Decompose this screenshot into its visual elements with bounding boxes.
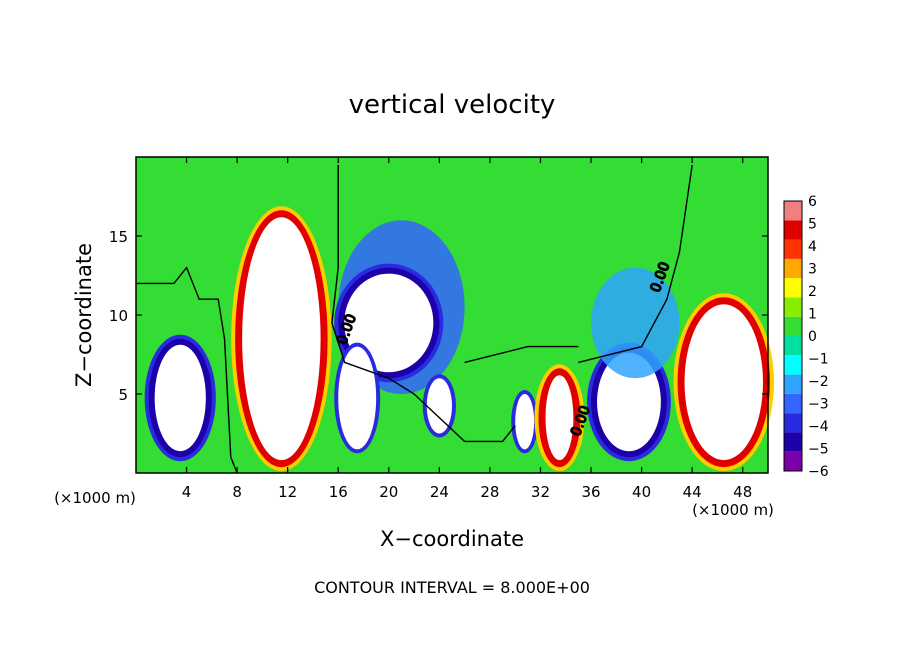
colorbar-segment [784,316,802,336]
x-axis-label: X−coordinate [380,527,524,551]
x-tick-label: 44 [683,483,702,501]
colorbar-label: −3 [808,397,829,413]
heat-cell-6 [515,394,535,450]
x-tick-label: 12 [278,483,297,501]
y-axis-label: Z−coordinate [72,243,96,387]
heat-cell-9 [591,267,680,379]
zero-contour-1 [331,164,516,443]
x-tick-label: 36 [581,483,600,501]
colorbar-label: 0 [808,329,817,345]
colorbar-segment [784,201,802,221]
heat-cell-7 [545,375,574,461]
chart-title: vertical velocity [349,90,556,120]
contour-interval-footer: CONTOUR INTERVAL = 8.000E+00 [314,578,590,597]
colorbar: −6 −5 −4 −3 −2 −1 0 1 2 3 4 5 6 [783,194,829,480]
colorbar-segment [784,355,802,375]
colorbar-segment [784,239,802,259]
x-tick-label: 24 [430,483,449,501]
colorbar-label: −6 [808,464,829,480]
x-tick-label: 40 [632,483,651,501]
zero-contour-2 [578,164,693,364]
colorbar-label: 5 [808,217,817,233]
colorbar-segment [784,278,802,298]
colorbar-segment [784,258,802,279]
colorbar-segment [784,220,802,240]
colorbar-label: 4 [808,239,817,255]
colorbar-segment [784,297,802,317]
colorbar-label: 1 [808,307,817,323]
x-unit-left: (×1000 m) [54,489,136,507]
heat-cell-1 [242,217,321,461]
colorbar-label: −1 [808,352,829,368]
x-tick-label: 4 [182,483,192,501]
heat-cell-0-core [154,344,206,452]
y-axis: 5 10 15 [109,228,768,404]
heat-cell-10 [684,304,763,461]
heat-cell-8-core [597,352,661,452]
colorbar-label: 3 [808,262,817,278]
x-tick-label: 16 [329,483,348,501]
colorbar-label: 2 [808,284,817,300]
x-tick-label: 20 [379,483,398,501]
y-tick-label: 15 [109,228,128,246]
x-tick-label: 8 [232,483,242,501]
colorbar-label: −4 [808,419,829,435]
x-axis: 4 8 12 16 20 24 28 32 36 40 44 48 [182,157,752,501]
colorbar-frame [783,200,803,472]
colorbar-segment [784,374,802,394]
heat-cell-5 [426,378,452,434]
plot-area: 0.000.000.00 [135,156,774,474]
zero-contour-0 [136,266,238,474]
colorbar-label: −2 [808,374,829,390]
heatmap-layer [144,206,774,472]
y-tick-label: 5 [118,386,128,404]
zero-contour-3 [464,345,579,364]
colorbar-segment [784,393,802,414]
colorbar-segment [784,413,802,433]
x-tick-label: 28 [480,483,499,501]
colorbar-label: 6 [808,194,817,210]
x-tick-label: 32 [531,483,550,501]
colorbar-label: −5 [808,442,829,458]
x-tick-label: 48 [733,483,752,501]
colorbar-segment [784,432,802,452]
y-tick-label: 10 [109,307,128,325]
colorbar-segment [784,451,802,471]
x-unit-right: (×1000 m) [692,501,774,519]
heat-cell-4 [338,346,377,450]
colorbar-segment [784,336,802,356]
